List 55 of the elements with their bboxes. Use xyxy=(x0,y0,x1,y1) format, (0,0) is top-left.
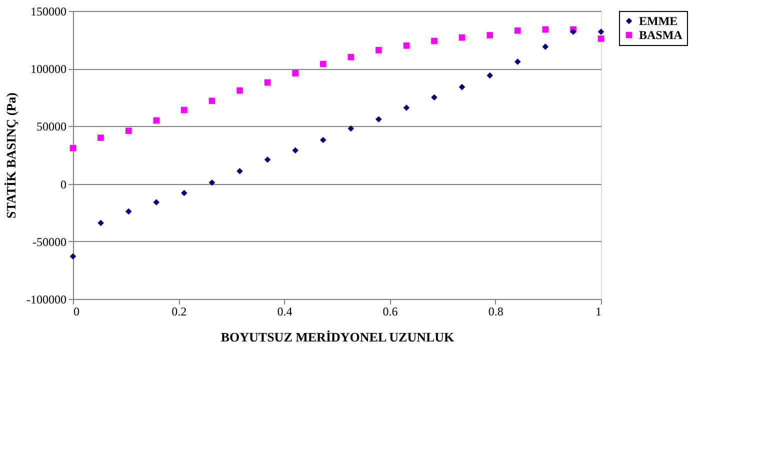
point xyxy=(458,84,466,90)
point xyxy=(292,147,299,154)
point xyxy=(375,47,382,54)
x-tick-label: 0.8 xyxy=(488,304,504,318)
point xyxy=(348,125,354,132)
y-tick-label: -100000 xyxy=(26,292,66,306)
point xyxy=(153,117,160,124)
point xyxy=(570,28,576,35)
point xyxy=(208,179,216,186)
point xyxy=(180,190,188,196)
legend-label: EMME xyxy=(639,14,678,28)
x-tick-label: 0.2 xyxy=(172,304,187,318)
y-tick-label: 150000 xyxy=(30,4,66,18)
point xyxy=(514,58,521,65)
legend-label: BASMA xyxy=(639,28,683,42)
point xyxy=(320,60,326,68)
x-tick-label: 0 xyxy=(74,304,80,318)
point xyxy=(375,116,382,122)
point xyxy=(598,35,604,42)
x-tick-label: 0.6 xyxy=(382,304,398,318)
point xyxy=(542,26,549,33)
point xyxy=(598,28,604,35)
point xyxy=(431,94,438,101)
point xyxy=(236,168,243,174)
point xyxy=(70,253,76,260)
point xyxy=(264,79,271,86)
x-tick-label: 0.4 xyxy=(277,304,292,318)
point xyxy=(125,128,132,134)
point xyxy=(486,72,494,79)
point xyxy=(236,87,243,94)
point xyxy=(403,42,410,49)
y-tick-label: 0 xyxy=(60,177,66,192)
point xyxy=(458,34,466,41)
point xyxy=(431,38,438,44)
point xyxy=(264,156,271,163)
point xyxy=(153,199,160,206)
x-axis-title: BOYUTSUZ MERİDYONEL UZUNLUK xyxy=(220,330,456,344)
y-tick-label: 100000 xyxy=(30,62,66,76)
x-tick-label: 1 xyxy=(596,304,602,318)
point xyxy=(125,208,132,215)
y-tick-label: 50000 xyxy=(36,120,66,134)
point xyxy=(180,106,188,114)
y-axis-title: STATİK BASINÇ (Pa) xyxy=(4,92,19,218)
point xyxy=(70,144,76,152)
point xyxy=(320,136,326,144)
point xyxy=(98,220,104,226)
y-tick-label: -50000 xyxy=(32,234,66,249)
point xyxy=(292,70,299,76)
point xyxy=(542,44,549,50)
point xyxy=(403,104,410,111)
point xyxy=(486,32,494,38)
point xyxy=(348,54,354,60)
point xyxy=(514,27,521,34)
point xyxy=(98,134,104,141)
point xyxy=(208,98,216,104)
